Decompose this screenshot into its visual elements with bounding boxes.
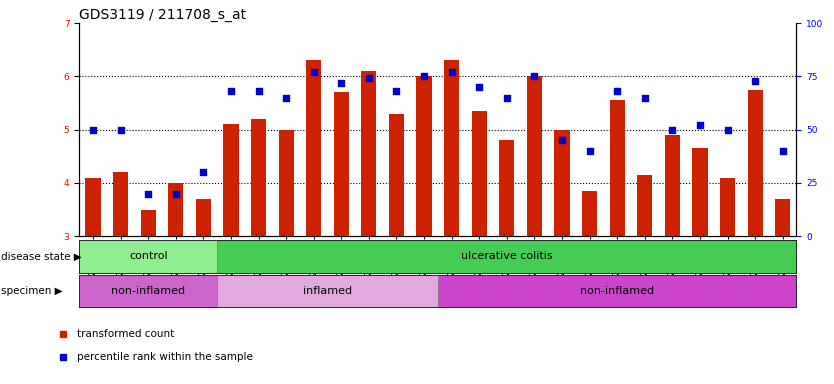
- Bar: [251, 119, 266, 236]
- Point: [748, 78, 761, 84]
- Bar: [334, 92, 349, 236]
- Point: [389, 88, 403, 94]
- Point: [776, 148, 789, 154]
- Point: [279, 94, 293, 101]
- Bar: [610, 100, 625, 236]
- Text: control: control: [129, 251, 168, 262]
- Bar: [85, 177, 101, 236]
- Point: [197, 169, 210, 175]
- Bar: [527, 76, 542, 236]
- Bar: [637, 175, 652, 236]
- Point: [114, 127, 128, 133]
- Bar: [79, 240, 217, 273]
- Bar: [389, 114, 404, 236]
- Text: non-inflamed: non-inflamed: [580, 286, 654, 296]
- Point: [417, 73, 430, 79]
- Point: [638, 94, 651, 101]
- Point: [224, 88, 238, 94]
- Bar: [168, 183, 183, 236]
- Point: [500, 94, 514, 101]
- Point: [307, 69, 320, 75]
- Point: [334, 79, 348, 86]
- Bar: [665, 135, 680, 236]
- Text: ulcerative colitis: ulcerative colitis: [461, 251, 553, 262]
- Bar: [500, 140, 515, 236]
- Text: transformed count: transformed count: [77, 329, 174, 339]
- Bar: [224, 124, 239, 236]
- Point: [252, 88, 265, 94]
- Point: [666, 127, 679, 133]
- Point: [555, 137, 569, 143]
- Bar: [582, 191, 597, 236]
- Bar: [217, 240, 796, 273]
- Bar: [720, 177, 735, 236]
- Point: [169, 190, 183, 197]
- Text: disease state ▶: disease state ▶: [1, 251, 82, 262]
- Point: [528, 73, 541, 79]
- Bar: [196, 199, 211, 236]
- Point: [473, 84, 486, 90]
- Text: non-inflamed: non-inflamed: [111, 286, 185, 296]
- Bar: [438, 275, 796, 307]
- Bar: [472, 111, 487, 236]
- Point: [142, 190, 155, 197]
- Point: [583, 148, 596, 154]
- Point: [610, 88, 624, 94]
- Bar: [416, 76, 432, 236]
- Point: [445, 69, 459, 75]
- Bar: [555, 129, 570, 236]
- Text: GDS3119 / 211708_s_at: GDS3119 / 211708_s_at: [79, 8, 246, 22]
- Text: specimen ▶: specimen ▶: [1, 286, 63, 296]
- Bar: [141, 210, 156, 236]
- Text: inflamed: inflamed: [303, 286, 352, 296]
- Point: [693, 122, 706, 128]
- Bar: [361, 71, 376, 236]
- Bar: [279, 129, 294, 236]
- Bar: [217, 275, 438, 307]
- Bar: [306, 60, 321, 236]
- Bar: [692, 148, 707, 236]
- Text: percentile rank within the sample: percentile rank within the sample: [77, 352, 253, 362]
- Bar: [79, 275, 217, 307]
- Bar: [113, 172, 128, 236]
- Bar: [444, 60, 460, 236]
- Point: [362, 75, 375, 81]
- Point: [87, 127, 100, 133]
- Bar: [775, 199, 791, 236]
- Point: [721, 127, 734, 133]
- Bar: [747, 89, 762, 236]
